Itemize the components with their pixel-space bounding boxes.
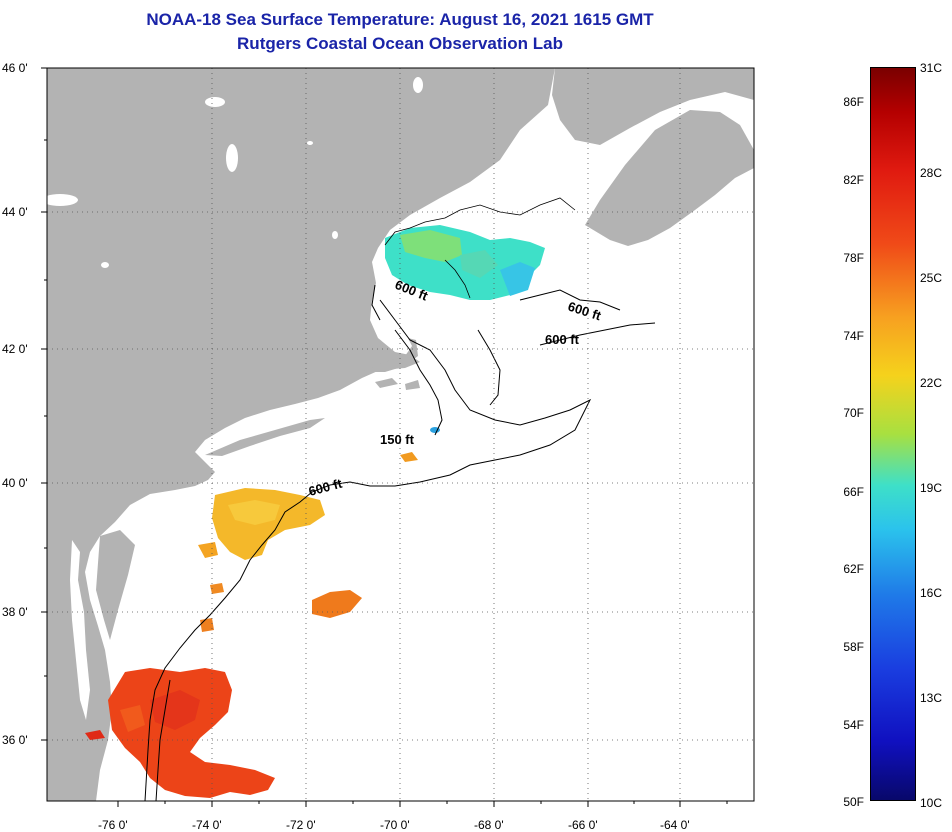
depth-label-600-c: 600 ft [545,332,580,347]
land-islands [375,378,420,390]
coast-detail [384,197,576,299]
lat-label-44: 44 0' [2,205,28,219]
land-canada [552,68,754,145]
lat-label-38: 38 0' [2,605,28,619]
map-subtitle: Rutgers Coastal Ocean Observation Lab [237,34,563,53]
lon-label-70: -70 0' [380,818,410,832]
cb-f-50: 50F [843,795,864,809]
temperature-colorbar [870,67,916,801]
land-us-mainland [47,68,555,801]
cb-f-74: 74F [843,329,864,343]
cb-c-31: 31C [920,61,943,75]
cb-c-25: 25C [920,271,943,285]
cb-f-62: 62F [843,562,864,576]
lon-label-76: -76 0' [98,818,128,832]
cb-c-19: 19C [920,481,943,495]
cb-f-66: 66F [843,485,864,499]
cb-f-86: 86F [843,95,864,109]
cb-c-16: 16C [920,586,943,600]
cb-f-54: 54F [843,718,864,732]
lon-label-74: -74 0' [192,818,222,832]
chesapeake-bay [70,540,90,720]
cb-f-82: 82F [843,173,864,187]
cb-c-13: 13C [920,691,943,705]
cb-c-10: 10C [920,796,943,810]
cb-c-28: 28C [920,166,943,180]
cb-f-70: 70F [843,406,864,420]
cb-c-22: 22C [920,376,943,390]
cb-f-58: 58F [843,640,864,654]
lon-label-64: -64 0' [660,818,690,832]
lat-label-40: 40 0' [2,476,28,490]
land-cape-cod [362,338,418,372]
depth-label-150: 150 ft [380,432,415,447]
lon-label-66: -66 0' [568,818,598,832]
axis-ticks [41,67,728,807]
lon-label-72: -72 0' [286,818,316,832]
map-title: NOAA-18 Sea Surface Temperature: August … [146,10,654,29]
grid-lines [47,68,754,801]
sst-southeast [85,668,275,798]
sst-mid-atlantic [198,452,418,632]
isobaths [144,284,656,801]
land-long-island [205,418,325,456]
lat-label-42: 42 0' [2,342,28,356]
lat-label-46: 46 0' [2,61,28,75]
lat-label-36: 36 0' [2,733,28,747]
land-delmarva [96,530,135,640]
lon-label-68: -68 0' [474,818,504,832]
cb-f-78: 78F [843,251,864,265]
